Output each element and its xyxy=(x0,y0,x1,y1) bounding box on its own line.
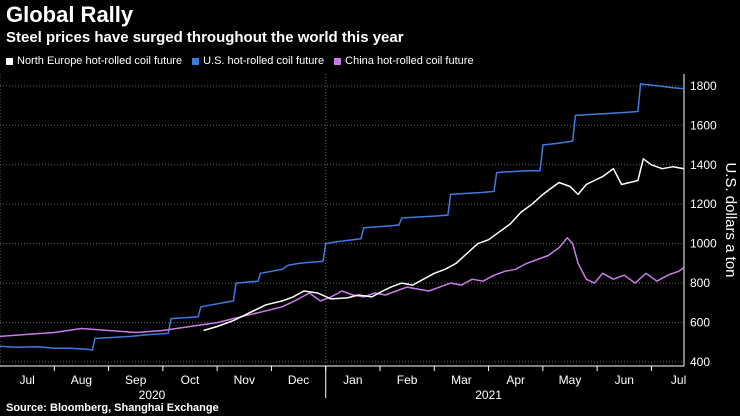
legend-label-china: China hot-rolled coil future xyxy=(345,55,474,67)
y-tick-label: 1000 xyxy=(690,237,717,251)
x-tick-label: Dec xyxy=(288,373,309,387)
chart-title: Global Rally xyxy=(6,2,134,27)
legend-label-north-europe: North Europe hot-rolled coil future xyxy=(17,55,183,67)
legend-item-china: China hot-rolled coil future xyxy=(334,55,474,67)
x-tick-label: May xyxy=(559,373,582,387)
legend-item-us: U.S. hot-rolled coil future xyxy=(192,55,324,67)
y-tick-label: 800 xyxy=(690,276,710,290)
x-tick-label: Jul xyxy=(19,373,34,387)
legend: North Europe hot-rolled coil future U.S.… xyxy=(6,55,484,67)
y-tick-label: 1400 xyxy=(690,158,717,172)
x-tick-label: Nov xyxy=(234,373,255,387)
legend-swatch-us xyxy=(192,57,200,65)
x-tick-label: Apr xyxy=(506,373,525,387)
x-tick-label: Feb xyxy=(397,373,418,387)
y-axis-title: U.S. dollars a ton xyxy=(722,162,739,277)
x-tick-label: Mar xyxy=(451,373,472,387)
series-china-line xyxy=(0,237,685,338)
legend-swatch-china xyxy=(334,57,342,65)
legend-swatch-north-europe xyxy=(6,57,13,65)
x-tick-label: Jun xyxy=(615,373,634,387)
year-label: 2020 xyxy=(139,388,166,402)
year-label: 2021 xyxy=(475,388,502,402)
x-tick-label: Jul xyxy=(671,373,686,387)
y-tick-label: 1200 xyxy=(690,197,717,211)
y-tick-label: 1800 xyxy=(690,79,717,93)
source-note: Source: Bloomberg, Shanghai Exchange xyxy=(6,402,219,414)
y-tick-label: 1600 xyxy=(690,118,717,132)
y-tick-label: 400 xyxy=(690,355,710,369)
series-north-europe-line xyxy=(203,158,685,332)
x-tick-label: Aug xyxy=(71,373,92,387)
legend-item-north-europe: North Europe hot-rolled coil future xyxy=(6,55,182,67)
chart-subtitle: Steel prices have surged throughout the … xyxy=(6,29,404,46)
x-tick-label: Jan xyxy=(343,373,362,387)
series-us-line xyxy=(0,83,685,351)
x-tick-label: Sep xyxy=(125,373,147,387)
y-tick-label: 600 xyxy=(690,316,710,330)
legend-label-us: U.S. hot-rolled coil future xyxy=(203,55,325,67)
x-tick-label: Oct xyxy=(181,373,200,387)
